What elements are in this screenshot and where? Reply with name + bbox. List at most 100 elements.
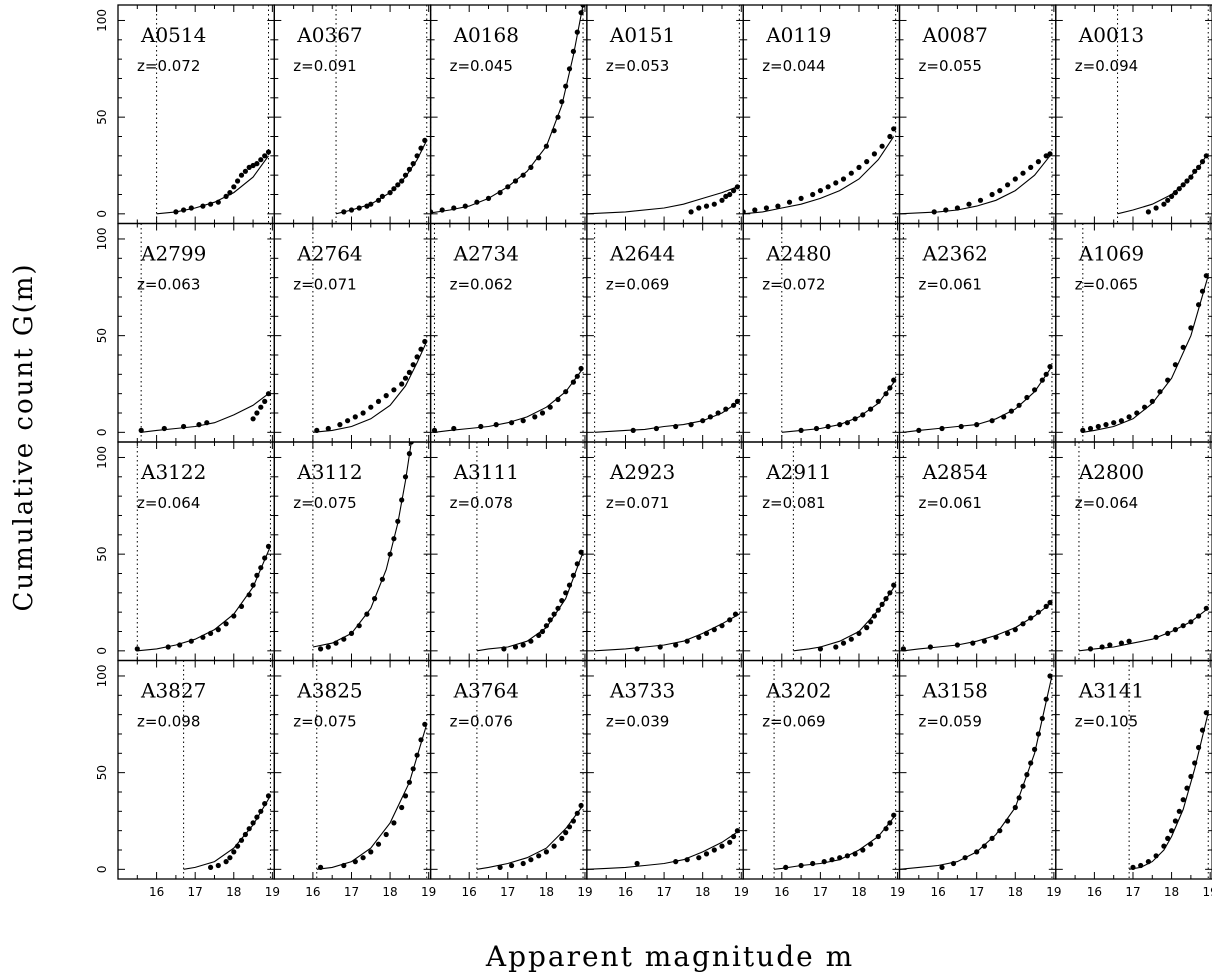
data-point xyxy=(532,414,538,420)
data-point xyxy=(485,195,492,201)
data-point xyxy=(731,188,737,194)
panel-grid: A0514 z=0.072 0 50 100 A0367 z=0.091 A0168 z=0.0… xyxy=(95,4,1212,899)
data-point xyxy=(356,623,362,629)
data-point xyxy=(1188,325,1194,331)
data-point xyxy=(848,170,854,176)
data-point xyxy=(696,855,702,861)
data-point xyxy=(368,849,374,855)
data-point xyxy=(265,391,272,397)
data-point xyxy=(974,849,980,855)
data-point xyxy=(673,642,679,648)
data-point xyxy=(1153,634,1159,640)
data-point xyxy=(1169,193,1175,199)
data-point xyxy=(696,205,702,211)
model-curve xyxy=(903,602,1053,652)
data-point xyxy=(1149,398,1155,404)
redshift-label: z=0.055 xyxy=(919,57,982,75)
model-curve xyxy=(434,368,584,433)
data-point xyxy=(559,99,565,105)
model-curve xyxy=(774,814,897,870)
data-point xyxy=(1008,408,1015,414)
data-point xyxy=(254,572,260,579)
data-point xyxy=(410,766,416,772)
data-point xyxy=(258,565,264,571)
data-point xyxy=(844,853,851,859)
data-point xyxy=(406,369,412,375)
data-point xyxy=(391,536,397,542)
data-point xyxy=(719,623,725,629)
x-tick-label: 19 xyxy=(265,885,280,899)
data-point xyxy=(543,849,550,855)
panel-A3827: A3827 z=0.098 0 50 100 16 17 18 19 xyxy=(95,659,280,899)
model-curve xyxy=(594,613,740,652)
data-point xyxy=(1039,715,1045,722)
cluster-name: A3764 xyxy=(453,679,519,703)
data-point xyxy=(574,810,580,816)
data-point xyxy=(246,164,252,170)
data-point xyxy=(1016,402,1022,408)
data-point xyxy=(406,166,412,172)
x-tick-label: 17 xyxy=(500,885,515,899)
data-point xyxy=(1145,209,1151,215)
panel-A2799: A2799 z=0.063 0 50 100 xyxy=(95,222,275,443)
x-tick-label: 17 xyxy=(969,885,984,899)
panel-A2644: A2644 z=0.069 xyxy=(586,222,744,443)
data-point xyxy=(360,410,366,416)
data-point xyxy=(1180,344,1186,350)
model-curve xyxy=(586,830,740,870)
data-point xyxy=(505,184,511,190)
data-point xyxy=(1020,783,1026,789)
data-point xyxy=(543,623,550,629)
data-point xyxy=(555,396,561,403)
data-point xyxy=(520,860,526,867)
data-point xyxy=(1107,642,1113,648)
redshift-label: z=0.105 xyxy=(1075,713,1138,731)
data-point xyxy=(1184,785,1190,791)
data-point xyxy=(1184,178,1190,184)
data-point xyxy=(559,598,565,604)
data-point xyxy=(916,427,922,433)
x-tick-label: 18 xyxy=(382,885,397,899)
panel-A3733: A3733 z=0.039 16 17 18 19 xyxy=(586,659,749,899)
data-point xyxy=(715,410,721,416)
data-point xyxy=(528,638,534,644)
data-point xyxy=(993,634,999,640)
data-point xyxy=(688,209,694,215)
data-point xyxy=(1180,623,1186,629)
data-point xyxy=(1043,603,1049,610)
x-tick-label: 17 xyxy=(813,885,828,899)
data-point xyxy=(422,721,428,727)
x-tick-label: 18 xyxy=(851,885,866,899)
data-point xyxy=(223,859,229,865)
data-point xyxy=(891,126,897,132)
data-point xyxy=(551,128,557,134)
redshift-label: z=0.075 xyxy=(293,713,356,731)
data-point xyxy=(341,862,347,869)
x-tick-label: 17 xyxy=(188,885,203,899)
redshift-label: z=0.053 xyxy=(606,57,669,75)
data-point xyxy=(555,114,561,120)
data-point xyxy=(989,418,995,424)
data-point xyxy=(379,576,385,582)
data-point xyxy=(250,582,256,588)
data-point xyxy=(1138,862,1144,869)
data-point xyxy=(1192,168,1198,174)
x-tick-label: 19 xyxy=(577,885,592,899)
data-point xyxy=(231,184,237,190)
data-point xyxy=(262,801,268,807)
data-point xyxy=(1028,760,1034,766)
x-tick-label: 18 xyxy=(1164,885,1179,899)
data-point xyxy=(242,831,248,838)
data-point xyxy=(563,830,569,836)
data-point xyxy=(265,149,272,155)
data-point xyxy=(375,197,382,203)
data-point xyxy=(462,203,468,209)
x-tick-label: 16 xyxy=(618,885,633,899)
data-point xyxy=(734,184,741,190)
data-point xyxy=(314,427,320,433)
data-point xyxy=(1165,630,1171,637)
data-point xyxy=(399,381,405,387)
data-point xyxy=(250,416,256,422)
redshift-label: z=0.064 xyxy=(1075,494,1138,512)
